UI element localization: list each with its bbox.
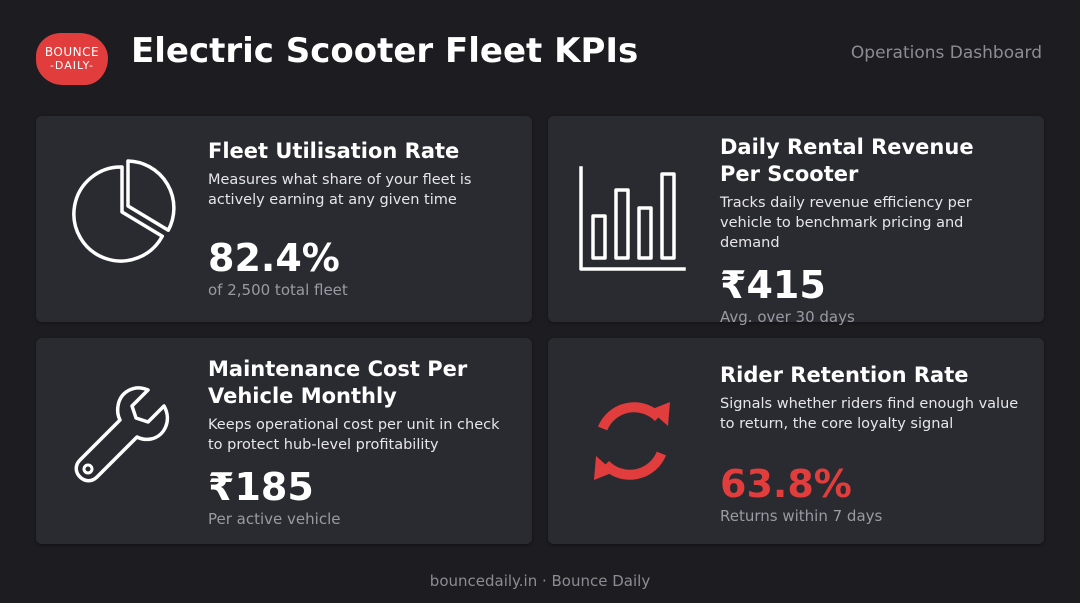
kpi-card-daily-revenue: Daily Rental Revenue Per Scooter Tracks … [548, 116, 1044, 326]
card-description: Keeps operational cost per unit in check… [208, 417, 500, 453]
kpi-value: ₹185 [208, 465, 314, 509]
logo-text-top: BOUNCE [44, 45, 100, 60]
card-title-line: Rider Retention Rate [720, 363, 969, 387]
brand-logo: BOUNCE -DAILY- [36, 33, 108, 85]
kpi-card-fleet-utilisation: Fleet Utilisation Rate Measures what sha… [36, 116, 532, 322]
card-title: Daily Rental Revenue Per Scooter [720, 134, 1020, 188]
card-description: Tracks daily revenue efficiency per vehi… [720, 195, 972, 251]
pie-chart-icon [60, 154, 180, 284]
kpi-card-maintenance-cost: Maintenance Cost Per Vehicle Monthly Kee… [36, 338, 532, 544]
card-title: Maintenance Cost Per Vehicle Monthly [208, 356, 508, 410]
card-title-line: Per Scooter [720, 162, 859, 186]
card-title-line: Maintenance Cost Per [208, 357, 468, 381]
card-description: Signals whether riders find enough value… [720, 396, 1019, 432]
page-subtitle: Operations Dashboard [850, 43, 1042, 63]
wrench-icon [60, 376, 180, 506]
kpi-value: 82.4% [208, 236, 340, 280]
card-title-line: Daily Rental Revenue [720, 135, 974, 159]
kpi-note: Returns within 7 days [720, 507, 883, 525]
kpi-value: ₹415 [720, 263, 826, 307]
kpi-value: 63.8% [720, 462, 852, 506]
logo-text-bottom: -DAILY- [49, 58, 95, 72]
kpi-note: Per active vehicle [208, 510, 341, 528]
kpi-card-rider-retention: Rider Retention Rate Signals whether rid… [548, 338, 1044, 544]
card-description: Measures what share of your fleet is act… [208, 172, 472, 208]
card-title-line: Fleet Utilisation Rate [208, 139, 460, 163]
kpi-note: Avg. over 30 days [720, 308, 855, 326]
card-title-line: Vehicle Monthly [208, 384, 397, 408]
bar-chart-icon [572, 154, 692, 284]
card-title: Rider Retention Rate [720, 362, 1020, 389]
kpi-note: of 2,500 total fleet [208, 281, 348, 299]
card-title: Fleet Utilisation Rate [208, 138, 508, 165]
page-title: Electric Scooter Fleet KPIs [131, 31, 639, 71]
footer-credit: bouncedaily.in · Bounce Daily [429, 572, 651, 590]
refresh-icon [572, 376, 692, 506]
